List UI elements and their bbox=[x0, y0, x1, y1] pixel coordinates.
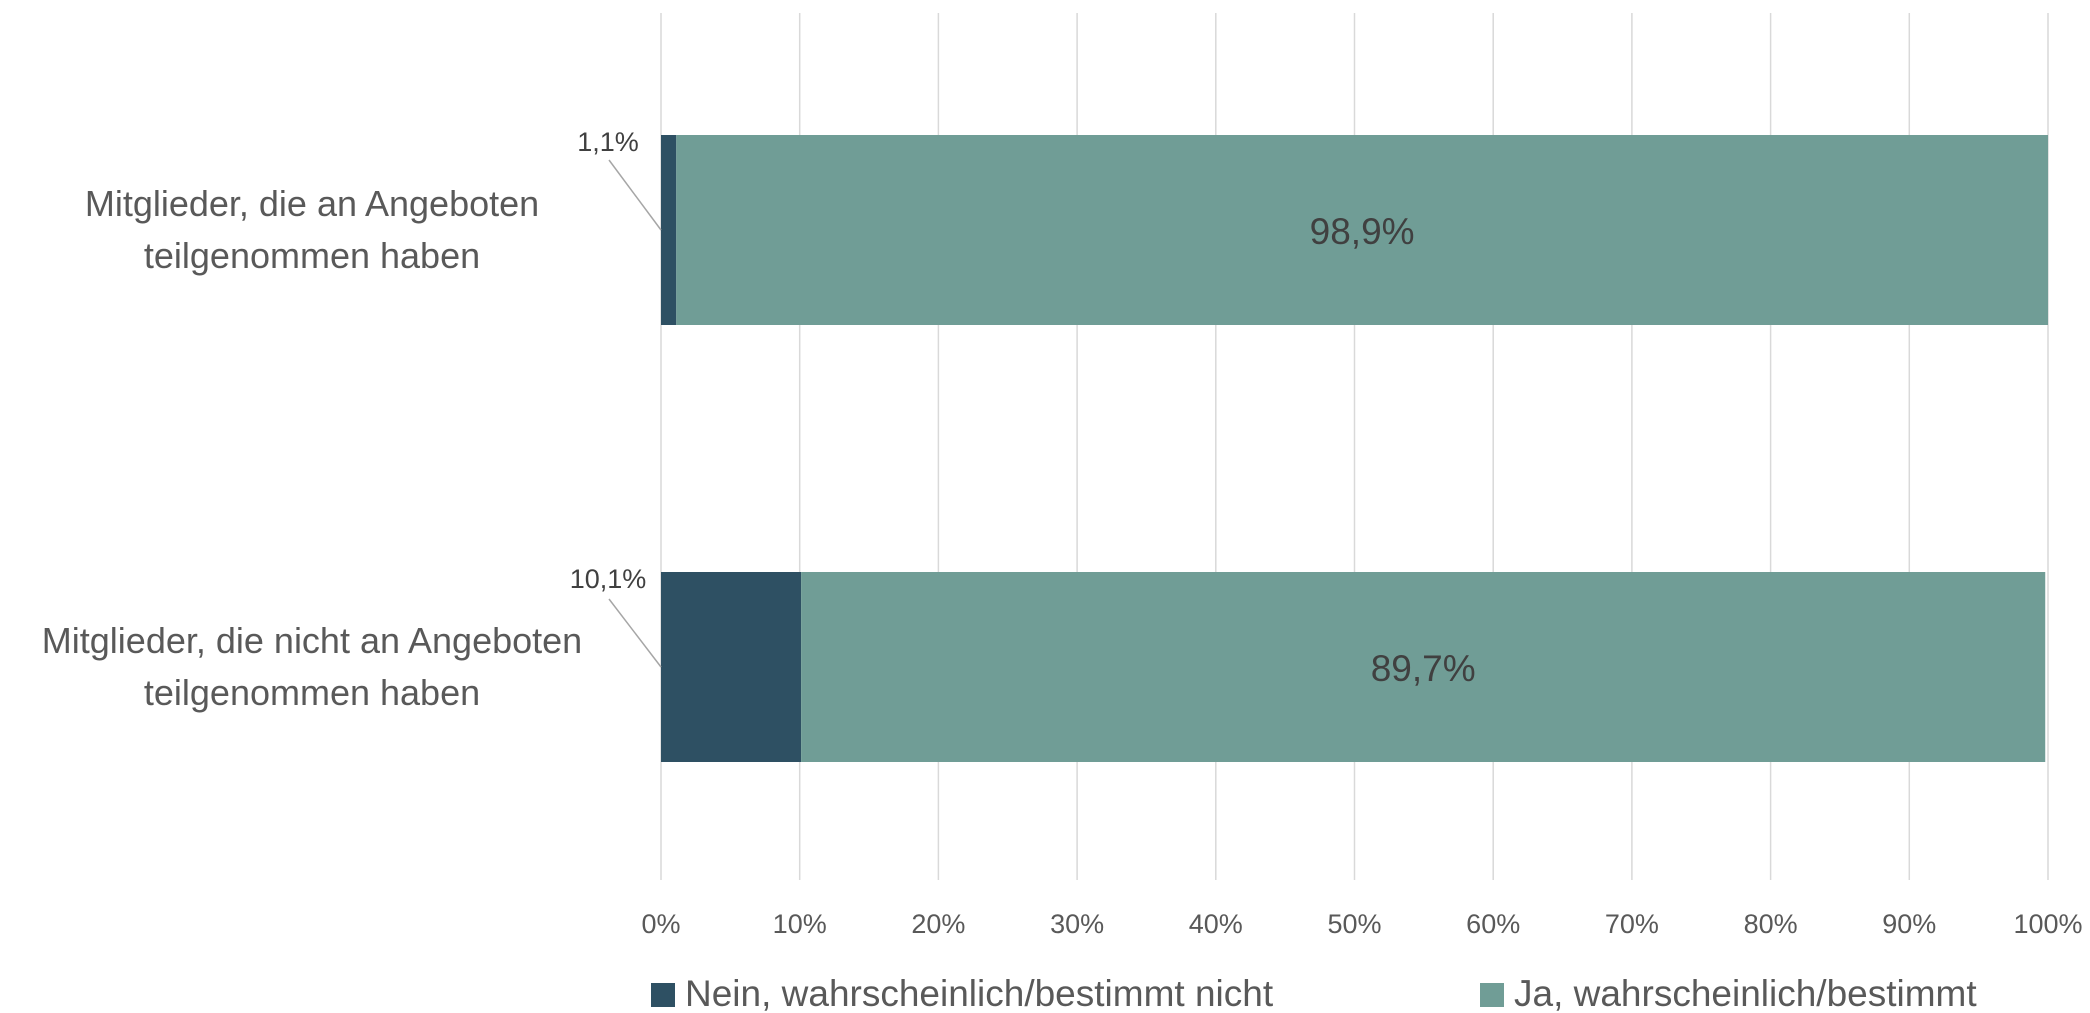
legend-label: Ja, wahrscheinlich/bestimmt bbox=[1514, 973, 1977, 1013]
leader-line bbox=[608, 598, 662, 668]
x-tick-label: 70% bbox=[1605, 909, 1659, 939]
x-tick-label: 80% bbox=[1744, 909, 1798, 939]
x-tick-label: 60% bbox=[1466, 909, 1520, 939]
x-tick-label: 90% bbox=[1882, 909, 1936, 939]
bar-segment bbox=[661, 135, 677, 325]
x-tick-label: 100% bbox=[2013, 909, 2082, 939]
x-tick-label: 50% bbox=[1327, 909, 1381, 939]
data-label: 10,1% bbox=[570, 564, 647, 594]
x-tick-label: 30% bbox=[1050, 909, 1104, 939]
x-tick-label: 10% bbox=[773, 909, 827, 939]
x-tick-label: 0% bbox=[641, 909, 680, 939]
bar-segment bbox=[661, 572, 802, 762]
y-tick-label: Mitglieder, die an Angeboten teilgenomme… bbox=[84, 183, 540, 276]
legend-swatch bbox=[1480, 983, 1504, 1007]
data-label: 89,7% bbox=[1371, 648, 1476, 689]
bar-segment bbox=[801, 572, 2046, 762]
data-label: 98,9% bbox=[1310, 211, 1415, 252]
x-tick-label: 20% bbox=[911, 909, 965, 939]
bar-segment bbox=[676, 135, 2048, 325]
y-tick-label: Mitglieder, die nicht an Angeboten teilg… bbox=[41, 620, 583, 713]
x-tick-label: 40% bbox=[1189, 909, 1243, 939]
data-label: 1,1% bbox=[577, 127, 639, 157]
legend-label: Nein, wahrscheinlich/bestimmt nicht bbox=[685, 973, 1274, 1013]
legend-swatch bbox=[651, 983, 675, 1007]
leader-line bbox=[608, 159, 662, 231]
